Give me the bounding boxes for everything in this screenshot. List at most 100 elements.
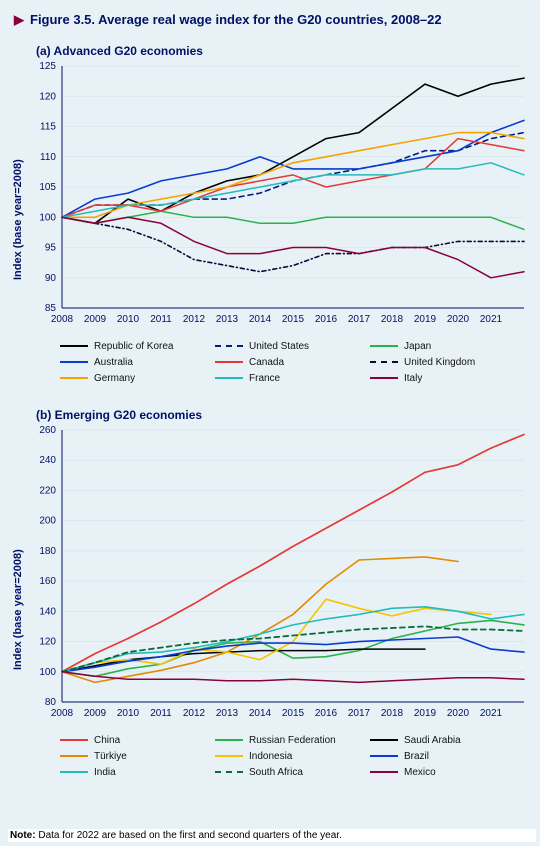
legend-label: Italy — [404, 373, 422, 384]
y-tick-label: 85 — [45, 303, 57, 314]
legend-swatch — [215, 361, 243, 363]
y-tick-label: 95 — [45, 243, 57, 254]
legend-label: Canada — [249, 357, 284, 368]
legend-swatch — [215, 739, 243, 741]
legend-item: Saudi Arabia — [370, 732, 525, 748]
legend-item: Canada — [215, 354, 370, 370]
legend-label: Australia — [94, 357, 133, 368]
legend-swatch — [370, 739, 398, 741]
legend-swatch — [215, 377, 243, 379]
legend-item: India — [60, 764, 215, 780]
legend-item: Russian Federation — [215, 732, 370, 748]
y-tick-label: 240 — [39, 455, 56, 466]
x-tick-label: 2018 — [381, 708, 404, 719]
y-tick-label: 180 — [39, 546, 56, 557]
x-tick-label: 2010 — [117, 314, 140, 325]
y-tick-label: 115 — [40, 122, 56, 133]
legend-item: Indonesia — [215, 748, 370, 764]
panel-a-legend: Republic of Korea Australia Germany United … — [60, 338, 530, 392]
x-tick-label: 2009 — [84, 708, 107, 719]
legend-item: Türkiye — [60, 748, 215, 764]
legend-swatch — [60, 345, 88, 347]
legend-swatch — [60, 377, 88, 379]
legend-item: Brazil — [370, 748, 525, 764]
legend-swatch — [215, 755, 243, 757]
panel-b-chart: 8010012014016018020022024026020082009201… — [28, 424, 528, 724]
y-tick-label: 100 — [39, 212, 56, 223]
legend-swatch — [370, 361, 398, 363]
x-tick-label: 2016 — [315, 314, 338, 325]
x-tick-label: 2012 — [183, 708, 206, 719]
panel-b-title: (b) Emerging G20 economies — [36, 408, 202, 422]
legend-swatch — [215, 771, 243, 773]
legend-label: South Africa — [249, 767, 303, 778]
y-tick-label: 160 — [39, 576, 56, 587]
note-text: Data for 2022 are based on the first and… — [36, 830, 342, 841]
legend-swatch — [60, 361, 88, 363]
y-tick-label: 80 — [45, 697, 57, 708]
legend-label: Indonesia — [249, 751, 292, 762]
panel-b-ylabel: Index (base year=2008) — [12, 549, 24, 670]
x-tick-label: 2014 — [249, 314, 272, 325]
legend-label: France — [249, 373, 280, 384]
y-tick-label: 260 — [39, 425, 56, 436]
x-tick-label: 2020 — [447, 708, 470, 719]
x-tick-label: 2015 — [282, 708, 305, 719]
legend-label: Russian Federation — [249, 735, 336, 746]
legend-item: Italy — [370, 370, 525, 386]
series-line — [62, 626, 524, 671]
x-tick-label: 2018 — [381, 314, 404, 325]
x-tick-label: 2011 — [150, 708, 172, 719]
legend-item: Japan — [370, 338, 525, 354]
panel-a-chart: 8590951001051101151201252008200920102011… — [28, 60, 528, 330]
x-tick-label: 2019 — [414, 314, 437, 325]
legend-item: France — [215, 370, 370, 386]
y-tick-label: 125 — [39, 61, 56, 72]
series-line — [62, 217, 524, 271]
x-tick-label: 2008 — [51, 708, 74, 719]
y-tick-label: 140 — [39, 606, 56, 617]
legend-label: Saudi Arabia — [404, 735, 461, 746]
legend-label: Republic of Korea — [94, 341, 174, 352]
x-tick-label: 2014 — [249, 708, 272, 719]
figure-text: Average real wage index for the G20 coun… — [95, 12, 442, 27]
legend-swatch — [370, 345, 398, 347]
figure-number: Figure 3.5. — [30, 12, 95, 27]
x-tick-label: 2016 — [315, 708, 338, 719]
legend-label: Türkiye — [94, 751, 127, 762]
y-tick-label: 120 — [39, 91, 56, 102]
x-tick-label: 2012 — [183, 314, 206, 325]
y-tick-label: 105 — [39, 182, 56, 193]
legend-label: United Kingdom — [404, 357, 475, 368]
figure-title: ▶ Figure 3.5. Average real wage index for… — [14, 12, 442, 28]
y-tick-label: 200 — [39, 516, 56, 527]
legend-item: United Kingdom — [370, 354, 525, 370]
legend-label: Germany — [94, 373, 135, 384]
panel-b-legend: China Türkiye India Russian Federation Indon… — [60, 732, 530, 786]
x-tick-label: 2019 — [414, 708, 437, 719]
triangle-icon: ▶ — [14, 12, 24, 27]
legend-label: Japan — [404, 341, 431, 352]
x-tick-label: 2021 — [480, 708, 503, 719]
y-tick-label: 120 — [39, 637, 56, 648]
legend-item: Australia — [60, 354, 215, 370]
legend-item: China — [60, 732, 215, 748]
x-tick-label: 2017 — [348, 708, 371, 719]
panel-a-title: (a) Advanced G20 economies — [36, 44, 203, 58]
legend-label: Mexico — [404, 767, 436, 778]
legend-swatch — [60, 739, 88, 741]
x-tick-label: 2013 — [216, 314, 239, 325]
series-line — [62, 211, 524, 229]
legend-label: Brazil — [404, 751, 429, 762]
x-tick-label: 2009 — [84, 314, 107, 325]
legend-swatch — [370, 771, 398, 773]
legend-item: Republic of Korea — [60, 338, 215, 354]
legend-item: South Africa — [215, 764, 370, 780]
legend-swatch — [215, 345, 243, 347]
figure-note: Note: Data for 2022 are based on the fir… — [8, 829, 536, 842]
series-line — [62, 163, 524, 218]
x-tick-label: 2020 — [447, 314, 470, 325]
series-line — [62, 557, 458, 683]
x-tick-label: 2013 — [216, 708, 239, 719]
legend-item: United States — [215, 338, 370, 354]
